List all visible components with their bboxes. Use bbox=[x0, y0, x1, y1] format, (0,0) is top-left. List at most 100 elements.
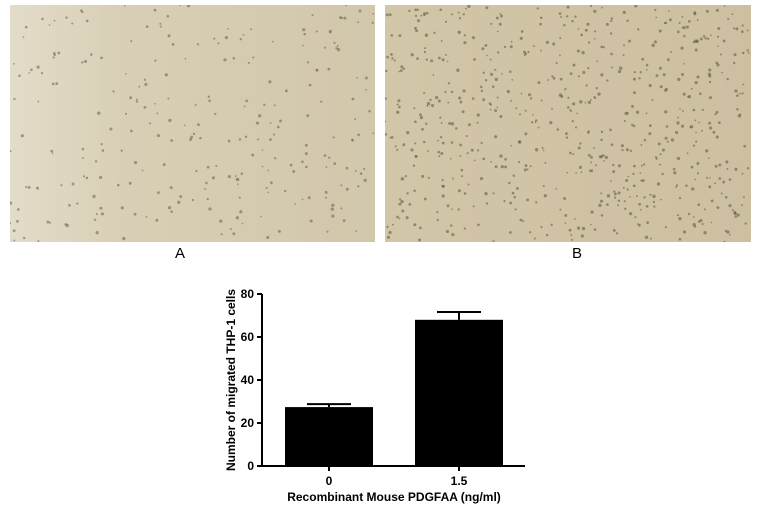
cell-dot bbox=[610, 17, 614, 20]
cell-dot bbox=[696, 162, 700, 165]
cell-dot bbox=[716, 206, 720, 210]
cell-dot bbox=[13, 97, 16, 101]
cell-dot bbox=[716, 63, 720, 67]
cell-dot bbox=[480, 89, 484, 93]
cell-dot bbox=[257, 138, 260, 141]
cell-dot bbox=[496, 30, 499, 33]
cell-dot bbox=[708, 185, 712, 189]
cell-dot bbox=[260, 215, 262, 218]
cell-dot bbox=[606, 79, 609, 82]
cell-dot bbox=[708, 96, 712, 100]
cell-dot bbox=[690, 87, 693, 90]
cell-dot bbox=[263, 103, 266, 107]
cell-dot bbox=[564, 214, 568, 217]
cell-dot bbox=[566, 5, 570, 9]
cell-dot bbox=[638, 202, 642, 206]
cell-dot bbox=[587, 67, 590, 70]
cell-dot bbox=[68, 203, 71, 207]
cell-dot bbox=[741, 30, 744, 34]
cell-dot bbox=[625, 178, 629, 183]
cell-dot bbox=[678, 237, 682, 241]
cell-dot bbox=[463, 192, 467, 195]
cell-dot bbox=[581, 50, 585, 55]
cell-dot bbox=[639, 208, 642, 211]
cell-dot bbox=[629, 149, 633, 153]
cell-dot bbox=[30, 68, 33, 72]
cell-dot bbox=[18, 74, 21, 78]
cell-dot bbox=[511, 191, 515, 195]
cell-dot bbox=[572, 102, 576, 106]
cell-dot bbox=[524, 164, 528, 168]
cell-dot bbox=[214, 112, 217, 116]
y-tick-label: 0 bbox=[247, 459, 254, 473]
cell-dot bbox=[485, 202, 489, 205]
cell-dot bbox=[682, 109, 684, 112]
cell-dot bbox=[123, 5, 126, 7]
cell-dot bbox=[269, 138, 272, 141]
cell-dot bbox=[477, 223, 480, 227]
cell-dot bbox=[716, 35, 720, 38]
cell-dot bbox=[92, 194, 96, 199]
cell-dot bbox=[400, 199, 404, 204]
cell-dot bbox=[130, 129, 133, 133]
cell-dot bbox=[355, 230, 358, 233]
cell-dot bbox=[710, 34, 712, 37]
cell-dot bbox=[171, 42, 175, 46]
cell-dot bbox=[406, 192, 409, 195]
cell-dot bbox=[520, 92, 523, 95]
cell-dot bbox=[527, 50, 530, 54]
cell-dot bbox=[600, 73, 604, 77]
cell-dot bbox=[145, 25, 149, 29]
cell-dot bbox=[484, 43, 488, 47]
cell-dot bbox=[593, 95, 596, 99]
cell-dot bbox=[496, 51, 500, 54]
cell-dot bbox=[509, 70, 512, 73]
cell-dot bbox=[252, 56, 255, 59]
cell-dot bbox=[305, 165, 308, 169]
cell-dot bbox=[542, 184, 545, 188]
cell-dot bbox=[746, 29, 749, 32]
cell-dot bbox=[482, 157, 486, 161]
cell-dot bbox=[565, 136, 569, 139]
cell-dot bbox=[340, 184, 343, 187]
cell-dot bbox=[613, 190, 616, 193]
cell-dot bbox=[404, 175, 407, 178]
cell-dot bbox=[496, 96, 499, 99]
cell-dot bbox=[156, 112, 159, 115]
cell-dot bbox=[534, 148, 539, 152]
cell-dot bbox=[555, 61, 558, 65]
cell-dot bbox=[424, 47, 427, 50]
cell-dot bbox=[685, 25, 689, 29]
cell-dot bbox=[450, 141, 454, 144]
cell-dot bbox=[722, 180, 726, 184]
cell-dot bbox=[227, 174, 231, 179]
cell-dot bbox=[612, 170, 616, 174]
cell-dot bbox=[426, 150, 429, 153]
cell-dot bbox=[116, 183, 120, 187]
cell-dot bbox=[742, 196, 745, 199]
cell-dot bbox=[559, 54, 561, 57]
cell-dot bbox=[645, 63, 649, 67]
cell-dot bbox=[632, 172, 635, 175]
cell-dot bbox=[177, 200, 181, 204]
cell-dot bbox=[717, 27, 721, 31]
cell-dot bbox=[594, 30, 597, 33]
cell-dot bbox=[504, 165, 508, 169]
cell-dot bbox=[563, 24, 566, 27]
cell-dot bbox=[461, 110, 465, 114]
cell-dot bbox=[457, 30, 461, 35]
cell-dot bbox=[479, 85, 483, 89]
cell-dot bbox=[490, 72, 494, 76]
cell-dot bbox=[51, 82, 55, 86]
cell-dot bbox=[224, 36, 229, 40]
cell-dot bbox=[385, 13, 389, 17]
cell-dot bbox=[626, 188, 629, 191]
cell-dot bbox=[447, 101, 450, 104]
cell-dot bbox=[309, 219, 313, 223]
cell-dot bbox=[666, 140, 669, 143]
cell-dot bbox=[626, 19, 629, 23]
cell-dot bbox=[46, 220, 50, 224]
cell-dot bbox=[632, 77, 636, 81]
cell-dot bbox=[590, 223, 592, 226]
cell-dot bbox=[602, 46, 606, 49]
